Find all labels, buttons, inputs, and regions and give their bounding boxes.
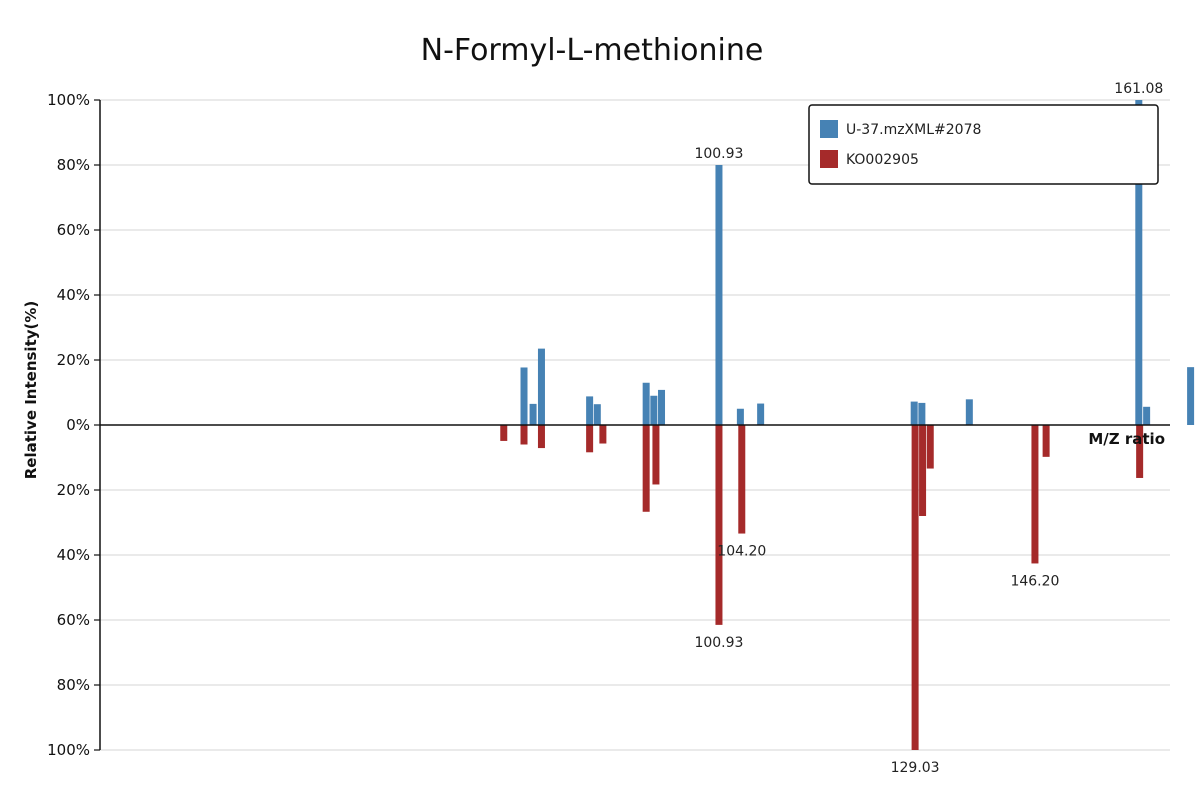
legend-label-series-1: U-37.mzXML#2078 [846,122,981,138]
reference-peak-bar [1042,425,1050,457]
reference-peak-bar [599,425,607,444]
y-tick-label: 40% [57,286,90,304]
sample-peak-bar [650,395,658,425]
reference-peak-bar [652,425,660,485]
sample-peak-bar [736,408,744,425]
y-tick-label: 80% [57,676,90,694]
sample-peak-bar [918,402,926,425]
legend[interactable]: U-37.mzXML#2078 KO002905 [808,104,1159,185]
sample-peak-bar [642,382,650,425]
y-tick-label: 60% [57,221,90,239]
reference-peak-bar [715,425,723,625]
peak-label: 104.20 [717,544,766,560]
peak-labels: 100.93 161.08 100.93 104.20 129.03 146.20 [694,81,1163,776]
reference-peak-bar [500,425,508,441]
sample-peak-bar [965,399,973,425]
sample-peak-bar [593,404,601,425]
y-tick-label: 100% [47,91,90,109]
reference-peak-bar [738,425,746,534]
peak-label: 146.20 [1010,573,1059,589]
reference-peak-bar [520,425,528,445]
reference-peak-bar [537,425,545,449]
sample-peak-bar [1187,367,1195,425]
y-tick-label: 80% [57,156,90,174]
sample-peak-bar [1135,100,1143,425]
x-axis-title: M/Z ratio [1088,430,1165,448]
peak-label: 100.93 [694,635,743,651]
legend-label-series-2: KO002905 [846,152,919,168]
sample-peak-bar [529,403,537,425]
reference-peak-bar [1136,425,1144,478]
sample-peak-bar [715,165,723,425]
chart-title: N-Formyl-L-methionine [421,33,764,68]
sample-peak-bar [658,389,666,425]
sample-peak-bar [537,348,545,425]
y-tick-label: 60% [57,611,90,629]
reference-peak-bar [642,425,650,512]
legend-swatch-series-2 [820,150,838,168]
sample-peak-bar [910,401,918,425]
peak-label: 129.03 [891,760,940,776]
sample-peak-bar [520,367,528,425]
y-tick-label: 0% [66,416,90,434]
sample-peak-bar [1143,406,1151,425]
y-tick-label: 40% [57,546,90,564]
y-tick-label: 20% [57,481,90,499]
reference-peak-bar [911,425,919,750]
grid-lines [100,99,1170,751]
reference-peak-bar [926,425,934,469]
sample-peak-bar [757,403,765,425]
spectrum-bars [500,100,1195,750]
reference-peak-bar [919,425,927,516]
reference-peak-bar [586,425,594,453]
y-axis-title: Relative Intensity(%) [22,301,40,480]
y-tick-label: 20% [57,351,90,369]
legend-swatch-series-1 [820,120,838,138]
reference-peak-bar [1031,425,1039,564]
y-tick-label: 100% [47,741,90,759]
peak-label: 161.08 [1114,81,1163,97]
sample-peak-bar [586,396,594,425]
legend-box [808,104,1159,185]
y-axis-ticks: 100% 80% 60% 40% 20% 0% 20% 40% 60% 80% 100% [47,91,100,759]
peak-label: 100.93 [694,146,743,162]
